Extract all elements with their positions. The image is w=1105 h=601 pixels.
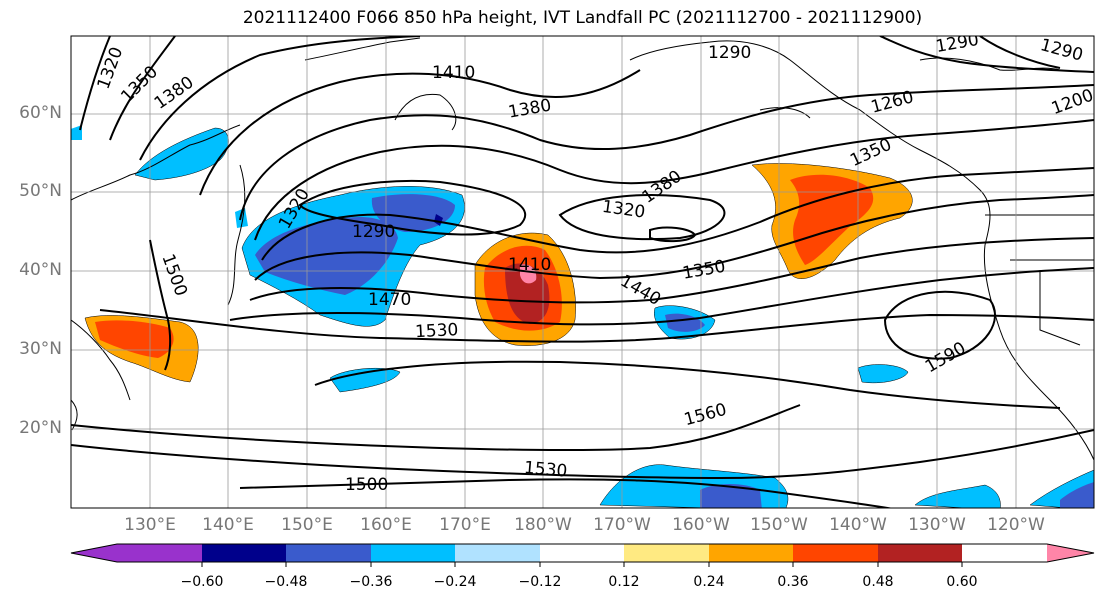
- lat-label-30n: 30°N: [19, 339, 62, 359]
- lat-label-20n: 20°N: [19, 418, 62, 438]
- colorbar-tick: −0.24: [433, 574, 477, 590]
- lon-label-160e: 160°E: [360, 515, 412, 535]
- lat-label-50n: 50°N: [19, 181, 62, 201]
- lat-label-40n: 40°N: [19, 260, 62, 280]
- contour-label: 1470: [368, 290, 411, 310]
- lon-label-140e: 140°E: [202, 515, 254, 535]
- graticule: [71, 36, 1094, 508]
- colorbar-tick: −0.60: [180, 574, 224, 590]
- lon-label-140w: 140°W: [829, 515, 887, 535]
- lon-label-160w: 160°W: [672, 515, 730, 535]
- colorbar-tick: 0.12: [608, 574, 640, 590]
- contour-label: 1410: [508, 255, 551, 275]
- lon-label-120w: 120°W: [987, 515, 1045, 535]
- colorbar-tick: −0.36: [349, 574, 393, 590]
- lon-label-130w: 130°W: [908, 515, 966, 535]
- contour-label: 1410: [432, 63, 475, 83]
- contour-label: 1530: [415, 320, 459, 342]
- colorbar-tick: 0.36: [777, 574, 809, 590]
- lon-label-150w: 150°W: [750, 515, 808, 535]
- figure-title: 2021112400 F066 850 hPa height, IVT Land…: [242, 8, 923, 28]
- contour-label: 1500: [345, 475, 388, 495]
- lon-label-170e: 170°E: [439, 515, 491, 535]
- contour-label: 1530: [523, 458, 568, 482]
- colorbar-tick: 0.48: [862, 574, 894, 590]
- coastlines: [71, 37, 1094, 461]
- colorbar-tick: 0.24: [693, 574, 725, 590]
- colorbar-tick: 0.60: [946, 574, 978, 590]
- lon-label-170w: 170°W: [593, 515, 651, 535]
- colorbar-tick: −0.48: [264, 574, 308, 590]
- colorbar-tick: −0.12: [518, 574, 562, 590]
- lat-label-60n: 60°N: [19, 103, 62, 123]
- height-contours: [71, 36, 1094, 508]
- contour-label: 1290: [708, 43, 751, 63]
- contour-label: 1290: [352, 222, 395, 242]
- lon-label-150e: 150°E: [281, 515, 333, 535]
- lon-label-180w: 180°W: [514, 515, 572, 535]
- lon-label-130e: 130°E: [124, 515, 176, 535]
